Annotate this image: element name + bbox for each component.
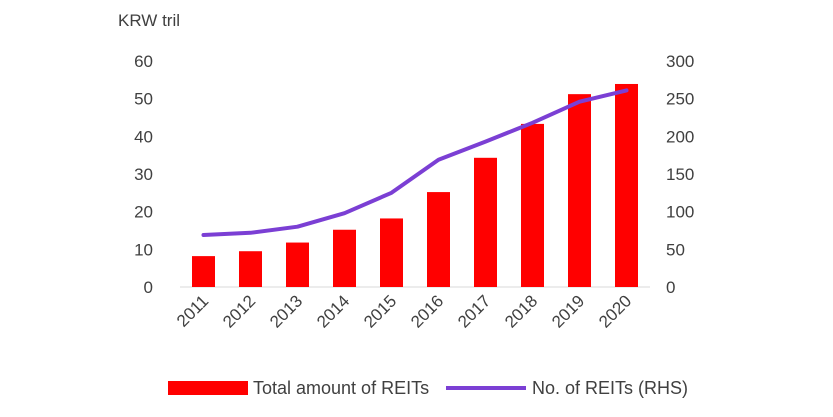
left-tick-label: 50 (134, 90, 153, 109)
bar-2018 (521, 123, 544, 287)
bar-2013 (286, 242, 309, 287)
left-axis: 0 10 20 30 40 50 60 (134, 52, 153, 297)
left-tick-label: 40 (134, 127, 153, 146)
x-tick-label: 2019 (548, 291, 588, 331)
left-axis-unit-label: KRW tril (118, 11, 180, 30)
legend: Total amount of REITs No. of REITs (RHS) (168, 378, 688, 398)
right-tick-label: 0 (666, 278, 675, 297)
right-tick-label: 200 (666, 127, 694, 146)
line-series (201, 88, 629, 237)
x-tick-label: 2015 (360, 291, 400, 331)
x-axis: 2011 2012 2013 2014 2015 2016 2017 2018 2019 2020 (173, 291, 635, 331)
right-tick-label: 300 (666, 52, 694, 71)
bar-2011 (192, 256, 215, 287)
bar-2016 (427, 192, 450, 287)
bar-2015 (380, 218, 403, 287)
x-tick-label: 2014 (313, 291, 353, 331)
line-no-of-reits (201, 88, 629, 237)
left-tick-label: 30 (134, 165, 153, 184)
right-axis: 0 50 100 150 200 250 300 (666, 52, 694, 297)
legend-label-line: No. of REITs (RHS) (532, 378, 688, 398)
bar-2012 (239, 251, 262, 287)
x-tick-label: 2012 (219, 291, 259, 331)
x-tick-label: 2013 (266, 291, 306, 331)
right-tick-label: 150 (666, 165, 694, 184)
x-tick-label: 2011 (173, 291, 212, 330)
left-tick-label: 60 (134, 52, 153, 71)
x-tick-label: 2017 (454, 291, 494, 331)
bar-2020 (615, 83, 638, 287)
bar-series (192, 83, 638, 287)
legend-swatch-bar (168, 381, 248, 395)
right-tick-label: 50 (666, 240, 685, 259)
x-tick-label: 2020 (595, 291, 635, 331)
x-tick-label: 2018 (501, 291, 541, 331)
bar-2014 (333, 229, 356, 287)
right-tick-label: 250 (666, 90, 694, 109)
left-tick-label: 10 (134, 240, 153, 259)
legend-label-bar: Total amount of REITs (253, 378, 429, 398)
bar-2017 (474, 157, 497, 287)
x-tick-label: 2016 (407, 291, 447, 331)
right-tick-label: 100 (666, 203, 694, 222)
left-tick-label: 20 (134, 203, 153, 222)
bar-2019 (568, 94, 591, 287)
left-tick-label: 0 (144, 278, 153, 297)
